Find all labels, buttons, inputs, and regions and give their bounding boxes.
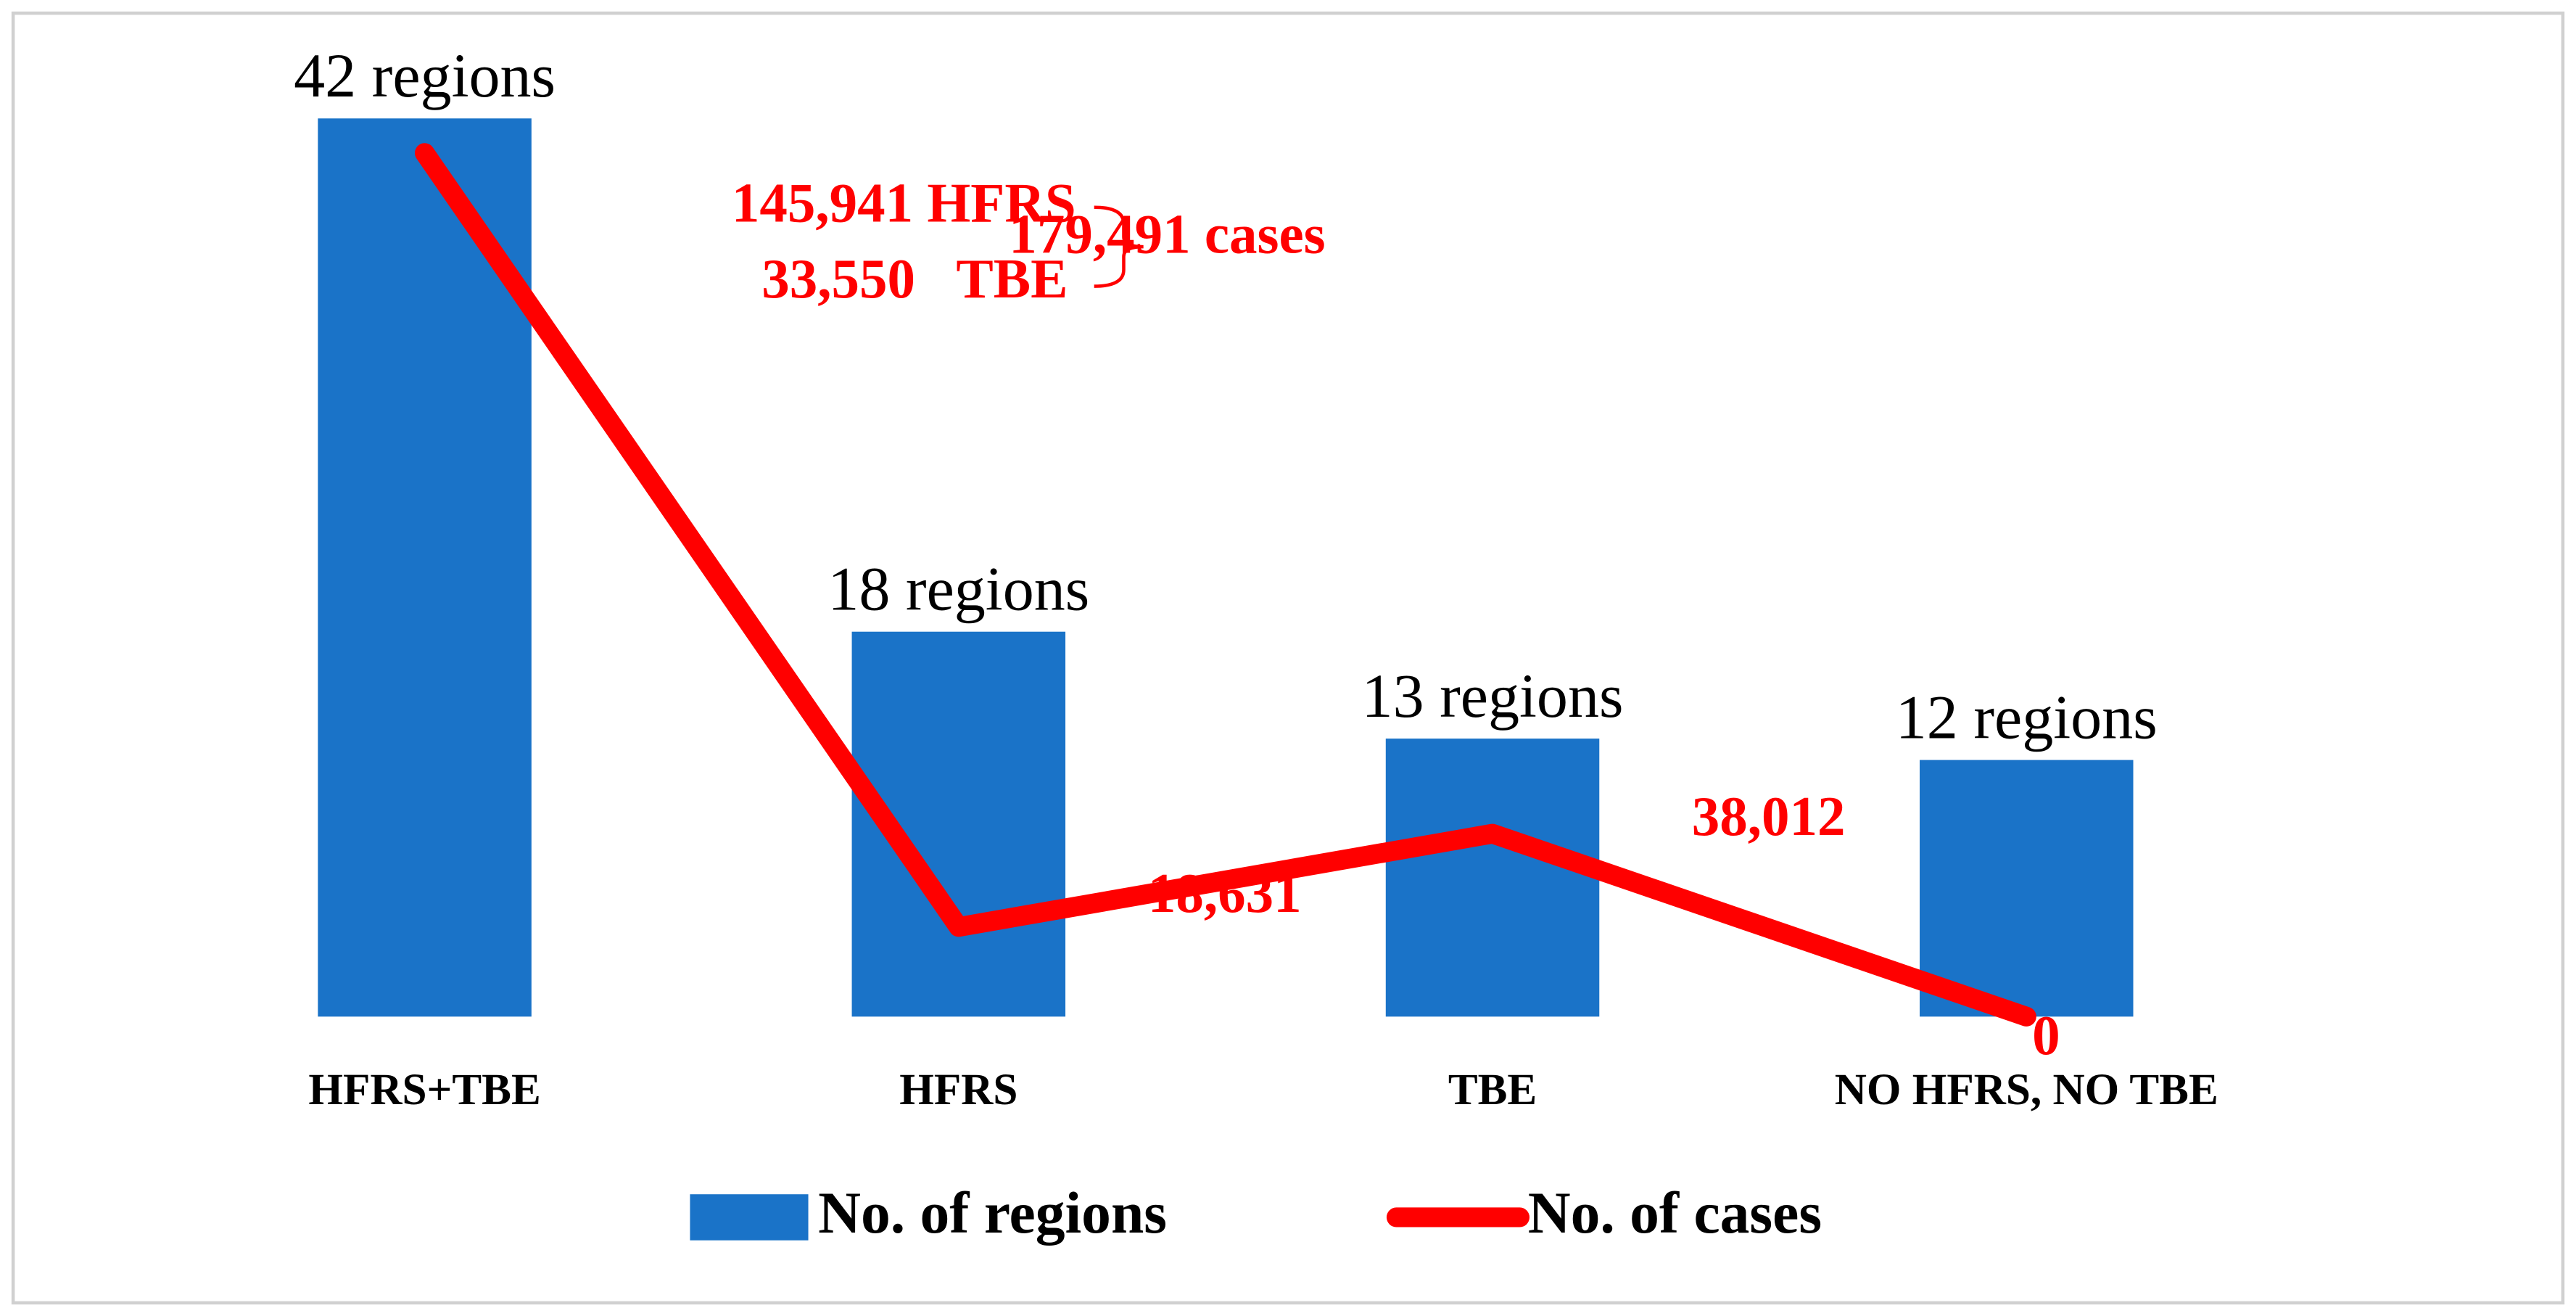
line-label: 18,631: [1148, 862, 1302, 924]
bar-label: 13 regions: [1362, 661, 1624, 731]
bar: [1385, 739, 1600, 1017]
legend-swatch: [690, 1194, 809, 1241]
x-tick-label: HFRS: [899, 1065, 1017, 1114]
legend-label: No. of regions: [818, 1180, 1167, 1246]
bar-label: 12 regions: [1896, 682, 2158, 752]
line: [414, 143, 2036, 1027]
x-tick-label: NO HFRS, NO TBE: [1835, 1065, 2218, 1114]
x-tick-label: HFRS+TBE: [308, 1065, 540, 1114]
line-label: 0: [2032, 1004, 2060, 1066]
line-label: 179,491 cases: [1009, 203, 1325, 266]
brace: [1094, 205, 1144, 288]
bar-label: 18 regions: [827, 554, 1089, 624]
annotation: 33,550 TBE: [761, 247, 1068, 310]
annotation: 145,941 HFRS: [732, 172, 1076, 234]
legend-label: No. of cases: [1528, 1180, 1822, 1246]
line-label: 38,012: [1692, 785, 1846, 847]
x-tick-label: TBE: [1448, 1065, 1537, 1114]
bar: [1920, 760, 2134, 1017]
bar-label: 42 regions: [294, 41, 556, 110]
